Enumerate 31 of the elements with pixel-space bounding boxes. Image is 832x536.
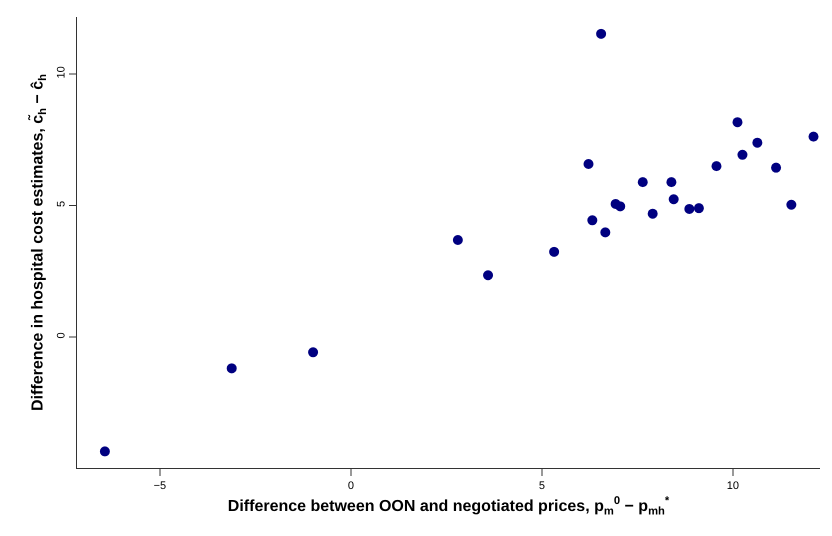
y-tick-label: 5: [56, 200, 68, 207]
point: [596, 28, 606, 39]
point: [308, 347, 318, 358]
point: [584, 159, 594, 169]
point: [694, 203, 704, 214]
point: [549, 246, 560, 257]
point: [732, 117, 742, 128]
point: [600, 227, 610, 238]
point: [100, 446, 110, 456]
point: [737, 150, 748, 160]
point: [786, 200, 796, 210]
point: [615, 201, 626, 212]
point: [771, 162, 782, 173]
y-tick-label: 0: [56, 332, 68, 338]
point: [711, 161, 722, 172]
x-tick-label: 5: [538, 480, 545, 492]
y-tick-label: 10: [56, 66, 68, 79]
point: [666, 177, 676, 188]
x-tick-label: −5: [154, 480, 166, 492]
point: [452, 235, 463, 245]
point: [648, 208, 658, 219]
point: [226, 363, 237, 374]
point: [684, 204, 694, 214]
point: [587, 215, 598, 226]
x-tick-label: 10: [726, 480, 740, 492]
point: [752, 138, 762, 148]
point: [638, 177, 648, 188]
point: [808, 132, 819, 142]
point: [483, 270, 494, 280]
x-tick-label: 0: [348, 480, 354, 492]
point: [668, 194, 679, 204]
